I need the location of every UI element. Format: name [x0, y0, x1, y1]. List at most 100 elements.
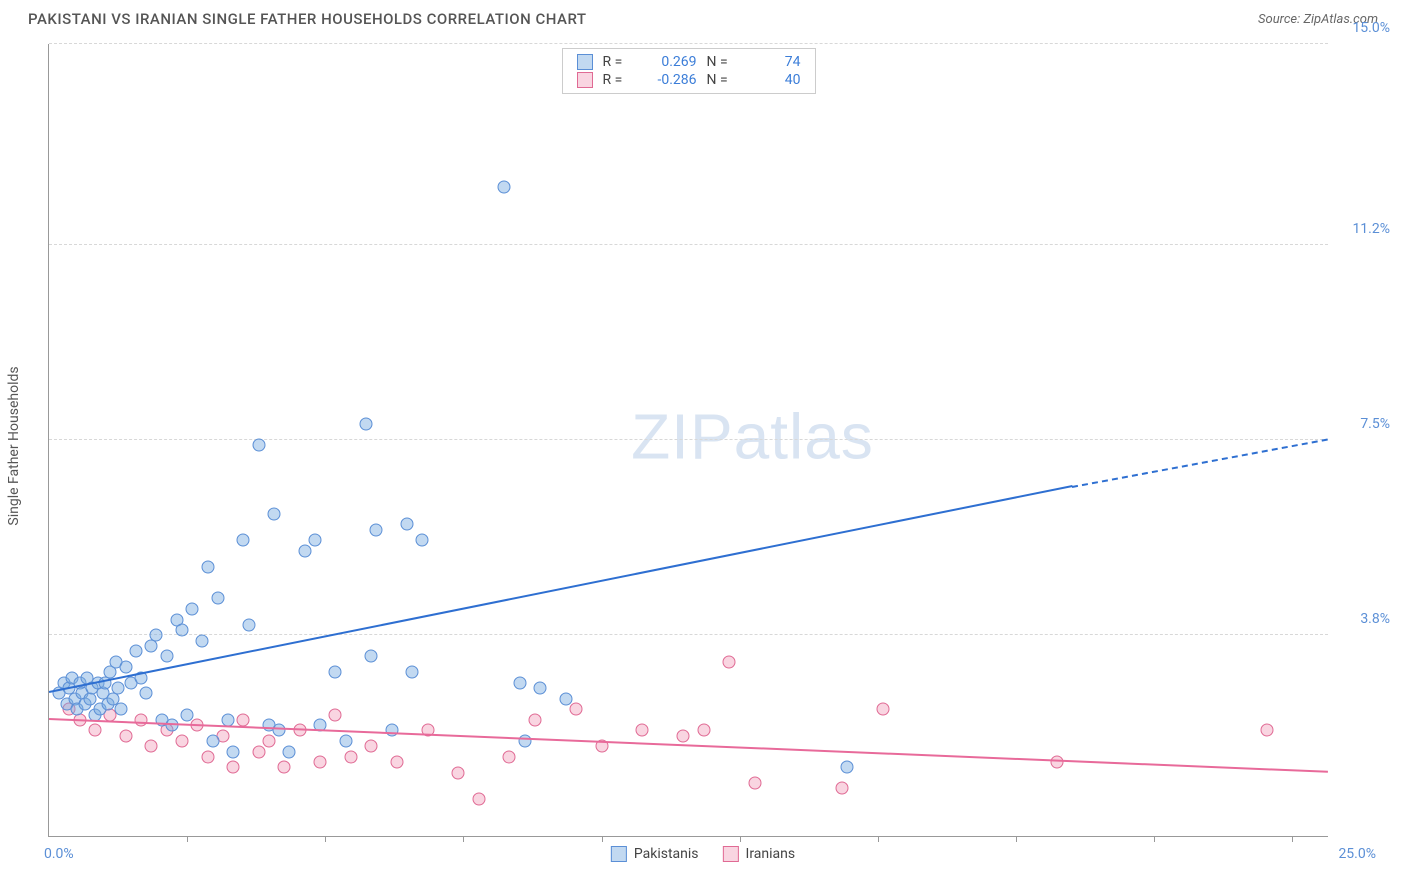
data-point-iranians	[262, 734, 275, 747]
r-value-pakistanis: 0.269	[641, 54, 697, 70]
data-point-iranians	[252, 745, 265, 758]
r-label: R =	[603, 54, 631, 70]
gridline	[49, 634, 1328, 635]
data-point-pakistanis	[181, 708, 194, 721]
data-point-iranians	[1260, 724, 1273, 737]
data-point-iranians	[452, 766, 465, 779]
data-point-pakistanis	[176, 624, 189, 637]
legend-label-iranians: Iranians	[746, 846, 796, 862]
swatch-iranians-icon	[723, 846, 739, 862]
data-point-iranians	[529, 713, 542, 726]
data-point-pakistanis	[129, 645, 142, 658]
data-point-iranians	[390, 756, 403, 769]
x-tick	[878, 836, 879, 842]
data-point-pakistanis	[416, 534, 429, 547]
data-point-pakistanis	[114, 703, 127, 716]
trend-line	[1072, 438, 1328, 487]
data-point-iranians	[723, 655, 736, 668]
data-point-iranians	[472, 793, 485, 806]
data-point-iranians	[365, 740, 378, 753]
data-point-pakistanis	[298, 544, 311, 557]
data-point-iranians	[227, 761, 240, 774]
n-label: N =	[707, 54, 735, 70]
data-point-iranians	[344, 750, 357, 763]
y-tick-label: 7.5%	[1360, 416, 1390, 432]
watermark-zip: ZIP	[631, 400, 734, 472]
data-point-iranians	[835, 782, 848, 795]
data-point-pakistanis	[329, 666, 342, 679]
data-point-pakistanis	[237, 534, 250, 547]
data-point-iranians	[569, 703, 582, 716]
data-point-pakistanis	[534, 682, 547, 695]
data-point-iranians	[503, 750, 516, 763]
data-point-iranians	[89, 724, 102, 737]
gridline	[49, 244, 1328, 245]
data-point-pakistanis	[365, 650, 378, 663]
data-point-iranians	[201, 750, 214, 763]
data-point-pakistanis	[227, 745, 240, 758]
x-axis-origin: 0.0%	[44, 846, 74, 862]
x-tick	[187, 836, 188, 842]
legend-row-iranians: R = -0.286 N = 40	[577, 71, 801, 89]
data-point-iranians	[278, 761, 291, 774]
legend-item-iranians: Iranians	[723, 846, 796, 862]
data-point-iranians	[135, 713, 148, 726]
data-point-pakistanis	[283, 745, 296, 758]
data-point-iranians	[119, 729, 132, 742]
gridline	[49, 439, 1328, 440]
x-axis-max: 25.0%	[1338, 846, 1376, 862]
y-axis-label: Single Father Households	[6, 366, 22, 525]
x-tick	[1292, 836, 1293, 842]
data-point-iranians	[697, 724, 710, 737]
data-point-pakistanis	[339, 734, 352, 747]
gridline	[49, 43, 1328, 44]
data-point-pakistanis	[196, 634, 209, 647]
swatch-pakistanis-icon	[611, 846, 627, 862]
data-point-pakistanis	[518, 734, 531, 747]
data-point-pakistanis	[252, 439, 265, 452]
watermark-atlas: atlas	[734, 400, 874, 472]
y-tick-label: 11.2%	[1352, 221, 1390, 237]
n-value-iranians: 40	[745, 72, 801, 88]
data-point-iranians	[329, 708, 342, 721]
n-value-pakistanis: 74	[745, 54, 801, 70]
x-tick	[325, 836, 326, 842]
data-point-iranians	[176, 734, 189, 747]
series-legend: Pakistanis Iranians	[611, 846, 795, 862]
data-point-pakistanis	[201, 560, 214, 573]
data-point-pakistanis	[273, 724, 286, 737]
legend-row-pakistanis: R = 0.269 N = 74	[577, 53, 801, 71]
x-tick	[1154, 836, 1155, 842]
legend-label-pakistanis: Pakistanis	[634, 846, 699, 862]
data-point-iranians	[749, 777, 762, 790]
x-tick	[740, 836, 741, 842]
data-point-pakistanis	[406, 666, 419, 679]
data-point-pakistanis	[242, 618, 255, 631]
data-point-iranians	[314, 756, 327, 769]
legend-item-pakistanis: Pakistanis	[611, 846, 699, 862]
swatch-iranians	[577, 72, 593, 88]
data-point-pakistanis	[559, 692, 572, 705]
data-point-pakistanis	[841, 761, 854, 774]
y-tick-label: 15.0%	[1352, 20, 1390, 36]
watermark: ZIPatlas	[631, 399, 874, 473]
data-point-pakistanis	[140, 687, 153, 700]
n-label: N =	[707, 72, 735, 88]
correlation-legend: R = 0.269 N = 74 R = -0.286 N = 40	[562, 48, 816, 94]
scatter-chart: ZIPatlas R = 0.269 N = 74 R = -0.286 N =…	[48, 44, 1328, 837]
data-point-iranians	[677, 729, 690, 742]
data-point-pakistanis	[309, 534, 322, 547]
r-label: R =	[603, 72, 631, 88]
data-point-pakistanis	[112, 682, 125, 695]
data-point-iranians	[876, 703, 889, 716]
x-tick	[463, 836, 464, 842]
trend-line	[49, 718, 1328, 773]
data-point-iranians	[636, 724, 649, 737]
data-point-iranians	[145, 740, 158, 753]
chart-title: PAKISTANI VS IRANIAN SINGLE FATHER HOUSE…	[28, 10, 587, 28]
data-point-pakistanis	[360, 418, 373, 431]
y-tick-label: 3.8%	[1360, 611, 1390, 627]
data-point-iranians	[1050, 756, 1063, 769]
x-tick	[602, 836, 603, 842]
data-point-pakistanis	[160, 650, 173, 663]
